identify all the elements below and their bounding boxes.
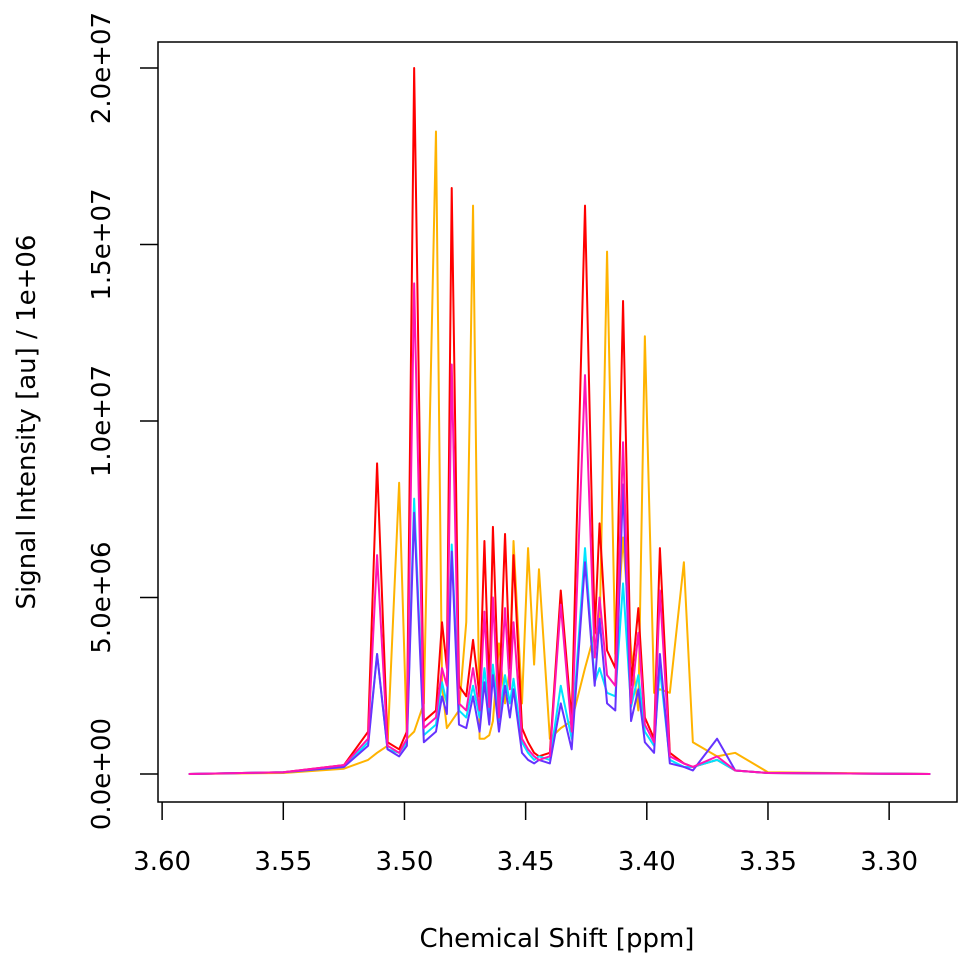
y-tick-label: 5.0e+06 [87, 541, 117, 653]
y-tick-label: 1.0e+07 [87, 365, 117, 477]
x-tick-label: 3.35 [739, 847, 797, 877]
plot-frame [157, 41, 958, 803]
x-tick-label: 3.40 [618, 847, 676, 877]
y-tick-label: 1.5e+07 [87, 188, 117, 300]
x-axis-title: Chemical Shift [ppm] [420, 924, 695, 954]
x-tick-label: 3.55 [254, 847, 312, 877]
x-tick-label: 3.45 [497, 847, 555, 877]
spectrum-line [188, 67, 931, 776]
x-tick-label: 3.30 [860, 847, 918, 877]
spectrum-line [188, 483, 931, 776]
spectrum-line [188, 130, 931, 776]
spectrum-line [188, 282, 931, 776]
y-tick-label: 2.0e+07 [87, 12, 117, 124]
spectrum-line [188, 497, 931, 776]
y-axis-title: Signal Intensity [au] / 1e+06 [12, 235, 42, 610]
x-tick-label: 3.60 [133, 847, 191, 877]
y-tick-label: 0.0e+00 [87, 718, 117, 830]
x-tick-label: 3.50 [376, 847, 434, 877]
